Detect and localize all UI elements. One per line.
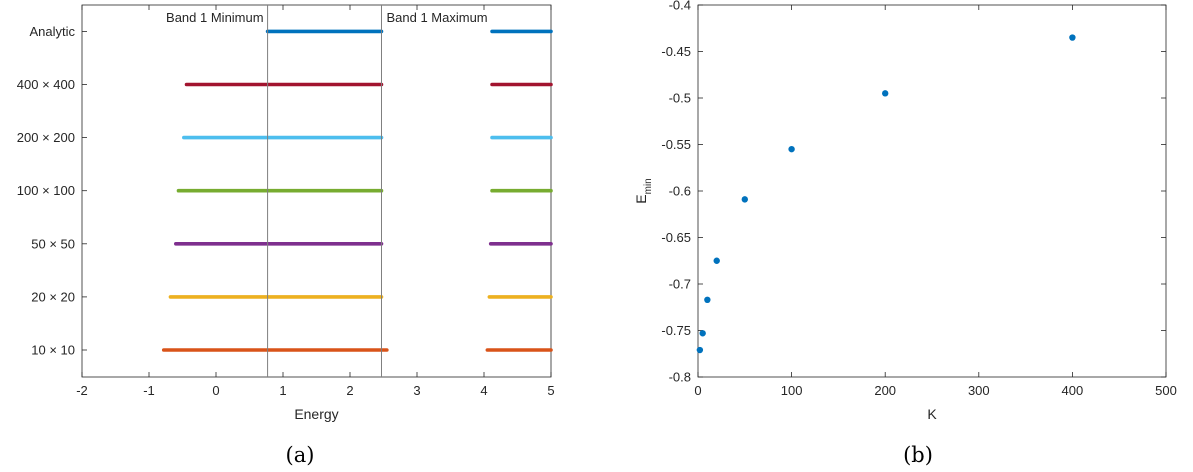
panel-b-caption: (b) [903,443,933,467]
y-axis-label-main: E [633,194,649,203]
y-tick-label: 50 × 50 [31,236,75,251]
y-tick-label: 100 × 100 [17,183,75,198]
y-tick-label: 400 × 400 [17,77,75,92]
x-tick-label: -2 [76,383,88,398]
data-point [788,145,795,153]
y-tick-label: 20 × 20 [31,289,75,304]
x-tick-label: 5 [547,383,554,398]
data-point [696,346,704,354]
x-tick-label: 0 [212,383,219,398]
y-tick-label: -0.65 [661,230,691,245]
y-tick-label: -0.4 [669,0,691,13]
x-tick-label: 4 [480,383,487,398]
x-axis-label: K [927,406,937,422]
x-axis-label: Energy [294,406,338,422]
x-tick-label: 1 [279,383,286,398]
panel-a-chart: -2 -1 0 1 2 3 4 5 10 × 10 20 × 20 50 × 50 100 × 100… [17,4,555,422]
panel-a-caption: (a) [286,443,315,467]
y-tick-label: 200 × 200 [17,130,75,145]
x-tick-label: 0 [694,383,701,398]
data-point [713,257,720,264]
y-tick-label: -0.55 [661,137,691,152]
data-point [882,90,889,97]
data-point [699,330,706,337]
x-tick-label: -1 [143,383,155,398]
y-tick-label: -0.45 [661,44,691,59]
y-tick-label: Analytic [29,24,75,39]
y-tick-label: 10 × 10 [31,343,75,358]
x-tick-label: 3 [413,383,420,398]
y-axis-label-subscript: min [643,178,654,194]
y-tick-label: -0.7 [669,277,691,292]
x-tick-label: 2 [346,383,353,398]
data-point [1069,34,1076,41]
x-tick-label: 400 [1062,383,1084,398]
plot-area [697,4,1167,378]
y-tick-label: -0.6 [669,184,691,199]
y-axis-label: Emin [633,178,654,203]
x-tick-label: 200 [874,383,896,398]
y-tick-label: -0.5 [669,91,691,106]
data-point [704,296,711,304]
data-point [741,196,748,203]
y-tick-label: -0.8 [669,370,691,385]
x-tick-label: 300 [968,383,990,398]
y-tick-label: -0.75 [661,323,691,338]
band-minimum-label: Band 1 Minimum [166,10,264,25]
x-tick-label: 100 [781,383,803,398]
band-maximum-label: Band 1 Maximum [386,10,487,25]
x-tick-label: 500 [1155,383,1177,398]
panel-b-chart: 0 100 200 300 400 500 -0.8 -0.75 -0.7 -0.65 -0.6 -0… [633,0,1177,422]
